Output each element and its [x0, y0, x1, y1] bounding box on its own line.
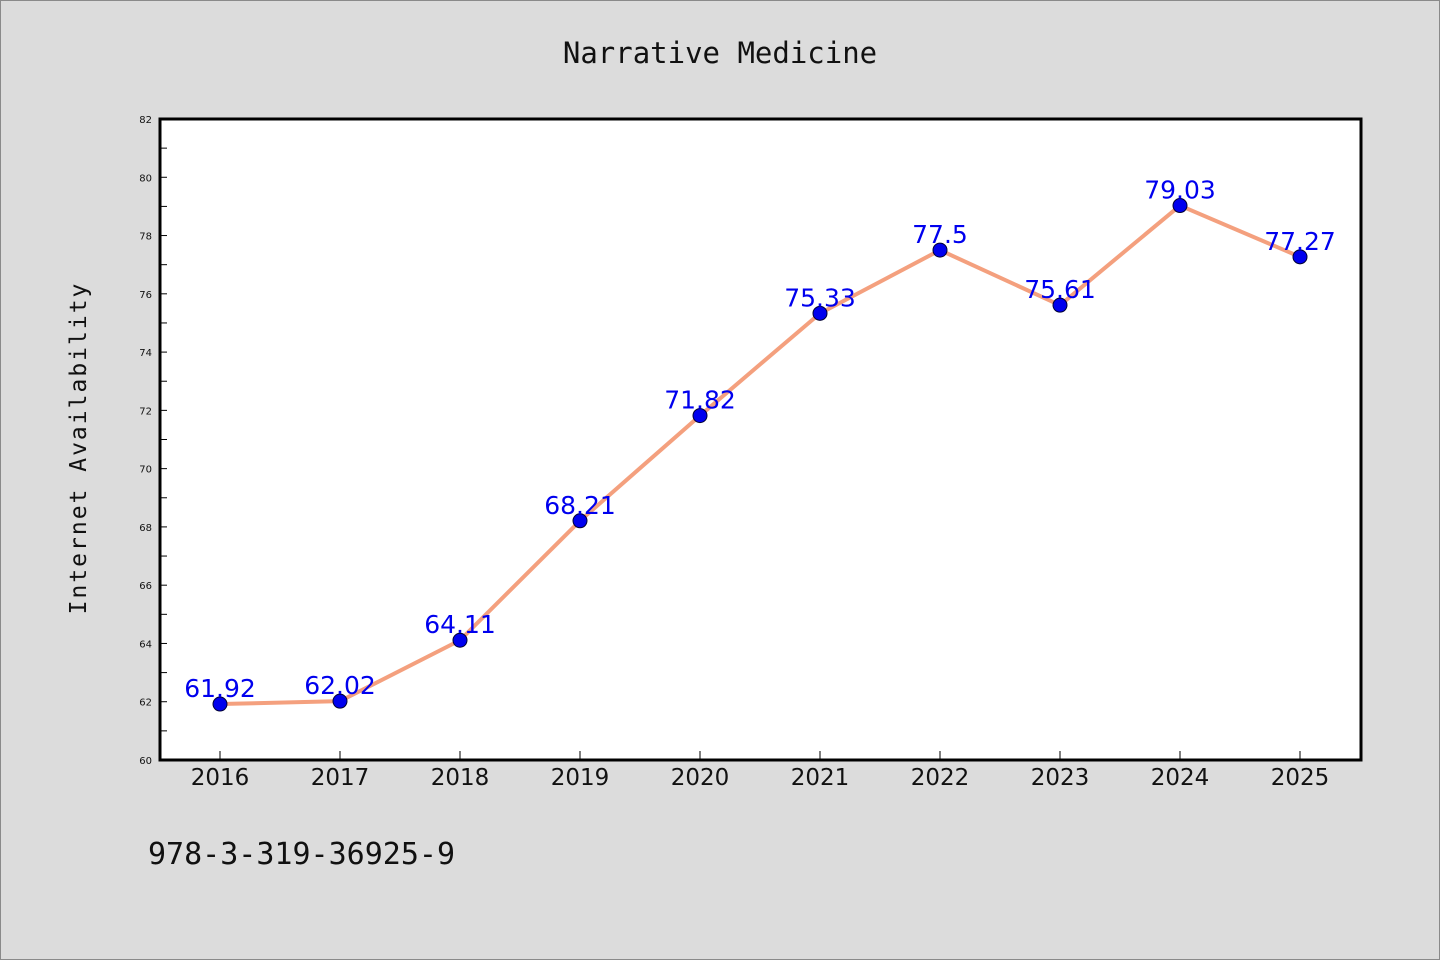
data-label: 75.33	[784, 283, 856, 312]
data-point	[692, 408, 708, 424]
data-label: 79.03	[1144, 176, 1216, 205]
x-tick-label: 2020	[671, 765, 730, 791]
data-point	[1172, 198, 1188, 214]
y-tick-label: 72	[139, 406, 152, 417]
data-label: 64.11	[424, 610, 496, 639]
x-tick-label: 2021	[791, 765, 850, 791]
data-label: 75.61	[1024, 275, 1096, 304]
data-point	[572, 513, 588, 529]
y-tick-label: 62	[139, 698, 152, 709]
y-tick-label: 70	[139, 465, 152, 476]
y-tick-label: 68	[139, 523, 152, 534]
x-tick-label: 2025	[1271, 765, 1330, 791]
x-tick-label: 2018	[431, 765, 490, 791]
x-tick-label: 2016	[191, 765, 250, 791]
y-tick-label: 64	[139, 639, 152, 650]
data-point	[452, 632, 468, 648]
y-tick-label: 74	[139, 348, 152, 359]
data-label: 77.27	[1264, 227, 1336, 256]
data-point	[1052, 297, 1068, 313]
x-tick-label: 2017	[311, 765, 370, 791]
x-tick-label: 2022	[911, 765, 970, 791]
y-tick-label: 82	[139, 115, 152, 126]
data-label: 61.92	[184, 674, 256, 703]
y-tick-label: 60	[139, 756, 152, 767]
data-point	[932, 242, 948, 258]
x-tick-label: 2024	[1151, 765, 1210, 791]
data-label: 68.21	[544, 491, 616, 520]
x-tick-label: 2019	[551, 765, 610, 791]
chart-title: Narrative Medicine	[563, 36, 877, 70]
y-tick-label: 78	[139, 232, 152, 243]
data-point	[332, 693, 348, 709]
y-axis-label: Internet Availability	[66, 282, 92, 615]
y-tick-label: 76	[139, 290, 152, 301]
series-line	[218, 203, 1302, 707]
x-tick-label: 2023	[1031, 765, 1090, 791]
x-axis: 2016 2017 2018 2019 2020 2021 2022 2023 2024 2025	[191, 751, 1330, 791]
data-point	[212, 696, 228, 712]
y-axis: 60 62 64 66 68 70 72 74 76 78 80 82	[139, 115, 167, 767]
plot-area	[158, 117, 1363, 762]
y-tick-label: 80	[139, 173, 152, 184]
data-point	[812, 305, 828, 321]
y-tick-label: 66	[139, 581, 152, 592]
data-label: 77.5	[912, 220, 968, 249]
isbn-footnote: 978-3-319-36925-9	[148, 837, 455, 872]
data-label: 62.02	[304, 671, 376, 700]
data-label: 71.82	[664, 386, 736, 415]
data-point	[1292, 249, 1308, 265]
series-layer: 61.92 62.02 64.11 68.21 71.82 75.33 77.5 75.61 7…	[184, 176, 1336, 712]
